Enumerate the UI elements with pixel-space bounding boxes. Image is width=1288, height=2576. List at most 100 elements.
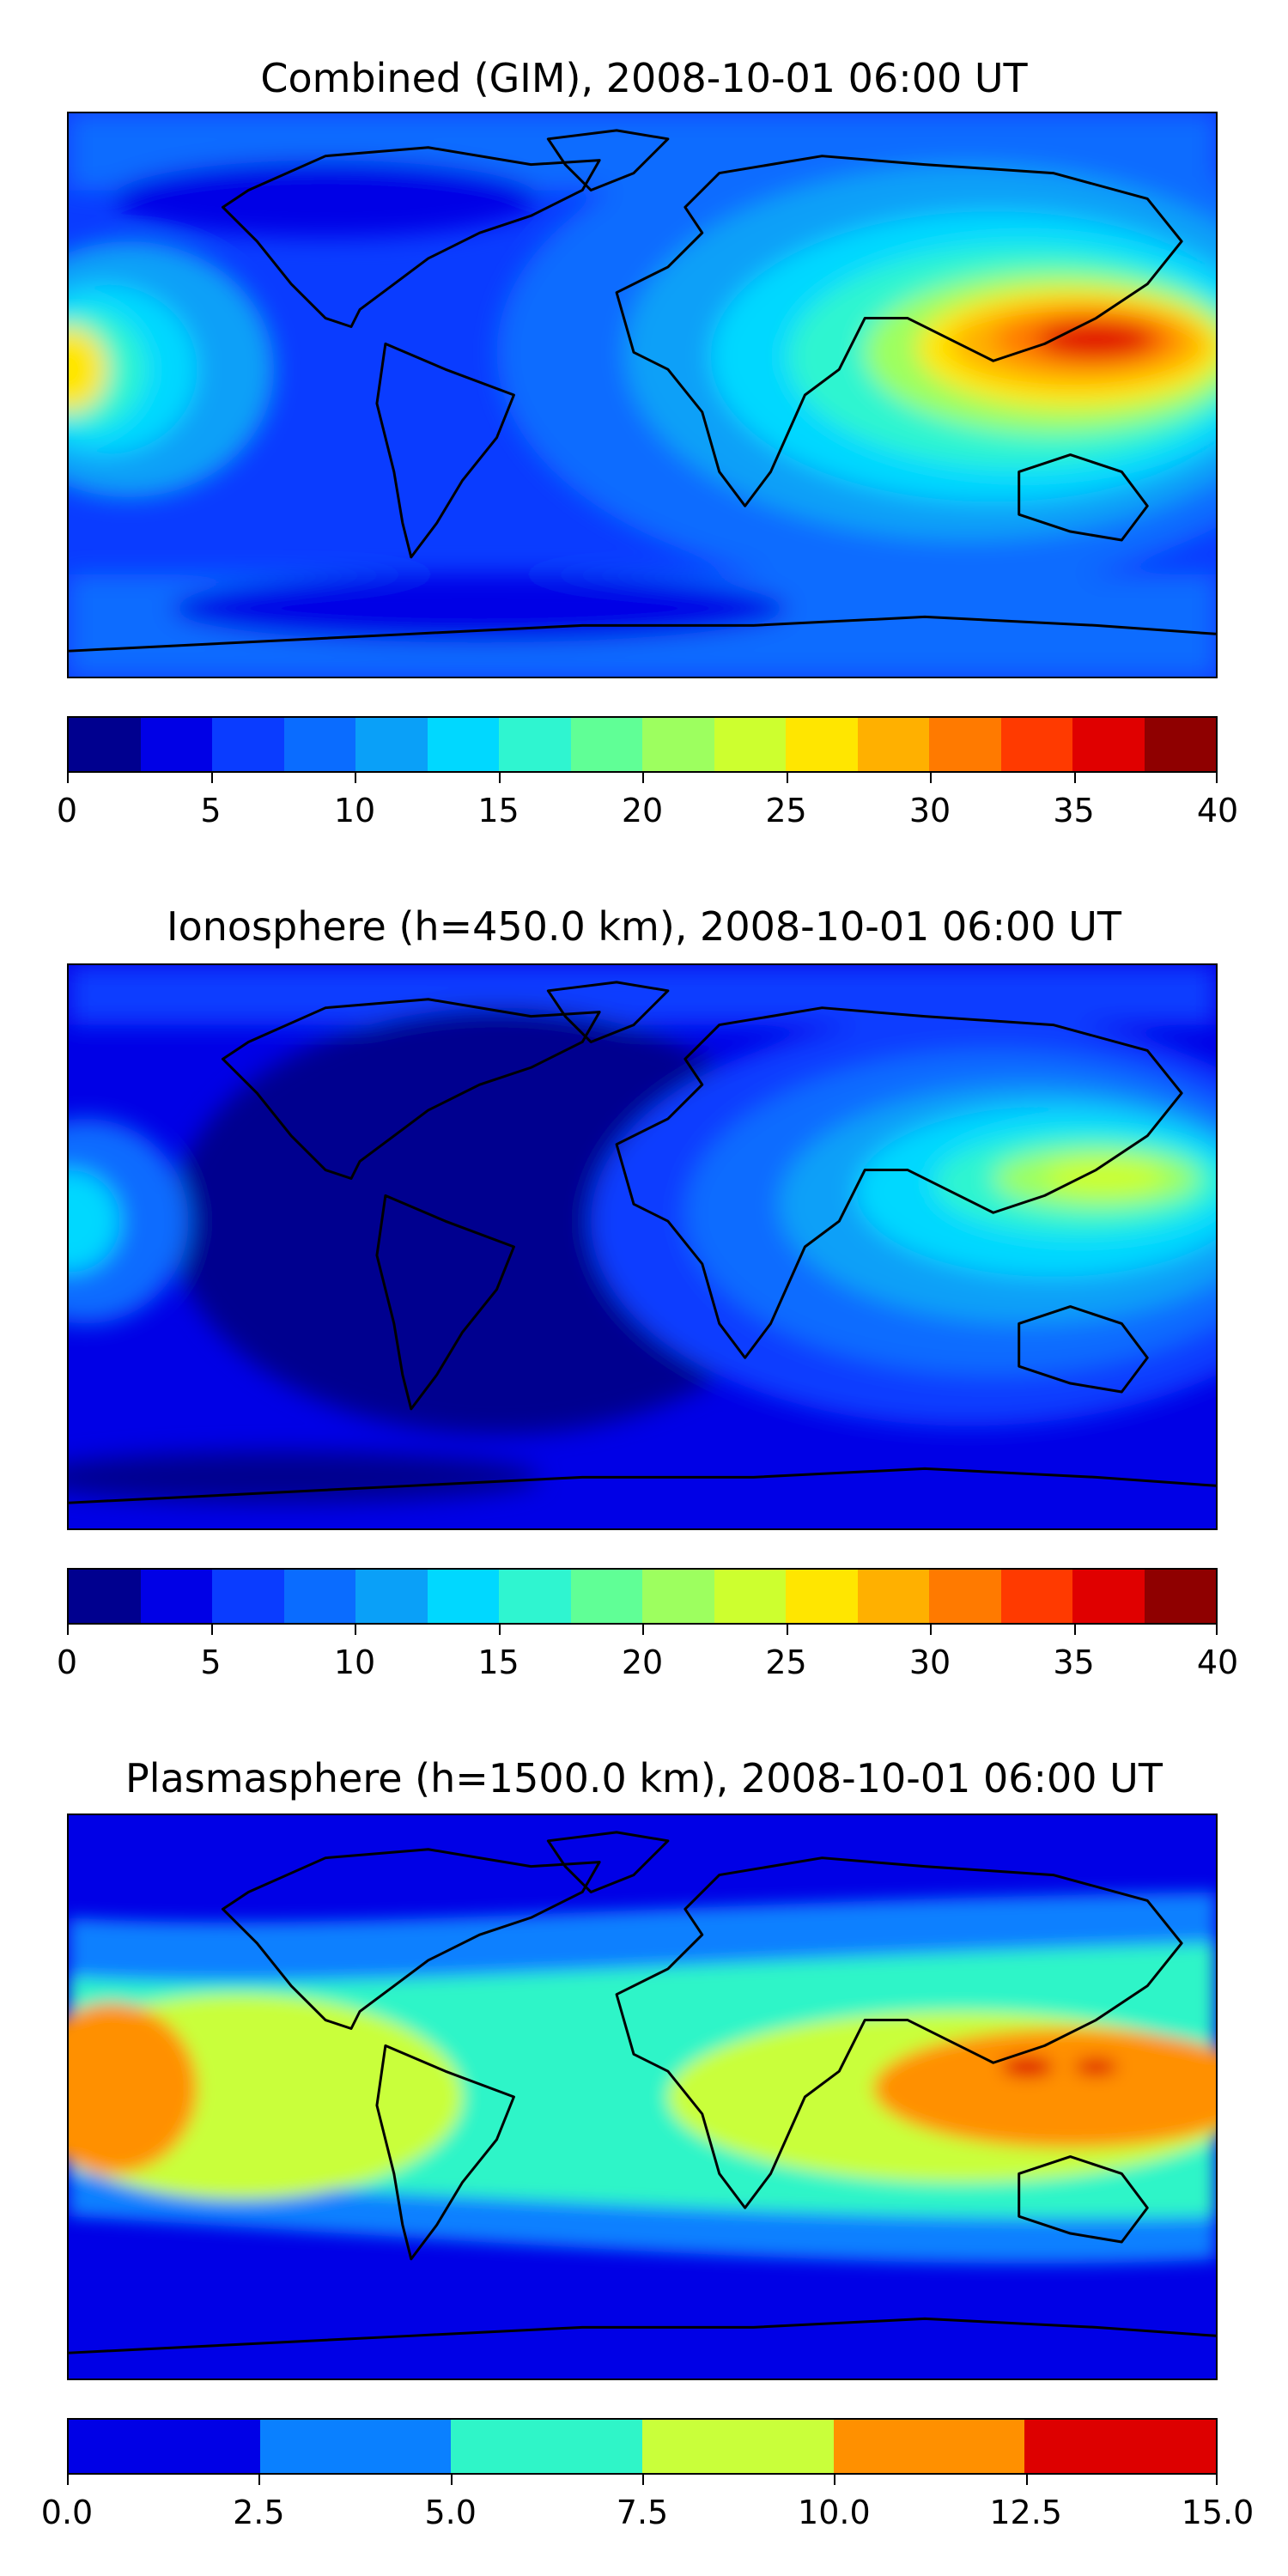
colorbar-segment — [140, 1570, 212, 1623]
panel-3-colorbar-ticks: 0.0 2.5 5.0 7.5 10.0 12.5 15.0 — [41, 2475, 1254, 2531]
colorbar-tick-label: 25 — [765, 1643, 807, 1681]
colorbar-tick — [1216, 1625, 1218, 1635]
colorbar-tick — [67, 2475, 69, 2485]
colorbar-tick — [1025, 2475, 1028, 2485]
colorbar-segment — [570, 1570, 642, 1623]
colorbar-segment — [857, 1570, 929, 1623]
colorbar-tick-label: 10 — [333, 1643, 376, 1681]
colorbar-tick — [258, 2475, 261, 2485]
colorbar-tick-label: 40 — [1196, 792, 1239, 829]
colorbar-tick — [67, 773, 69, 783]
colorbar-segment — [929, 1570, 1001, 1623]
colorbar-segment — [427, 1570, 499, 1623]
panel-2-colorbar-ticks: 0 5 10 15 20 25 30 35 40 — [57, 1625, 1238, 1681]
colorbar-tick-label: 7.5 — [616, 2494, 669, 2531]
colorbar-tick-label: 15 — [477, 1643, 519, 1681]
colorbar-segment — [1072, 1570, 1145, 1623]
panel-2-map — [67, 963, 1218, 1530]
colorbar-tick — [642, 773, 644, 783]
colorbar-segment — [355, 1570, 428, 1623]
colorbar-tick-label: 40 — [1196, 1643, 1239, 1681]
colorbar-tick-label: 5.0 — [424, 2494, 477, 2531]
colorbar-segment — [212, 1570, 284, 1623]
colorbar-segment — [857, 718, 929, 771]
colorbar-segment — [1000, 718, 1072, 771]
colorbar-tick — [498, 773, 501, 783]
colorbar-tick — [834, 2475, 836, 2485]
colorbar-segment — [833, 2420, 1025, 2473]
colorbar-tick-label: 5 — [200, 792, 222, 829]
colorbar-tick — [67, 1625, 69, 1635]
colorbar-segment — [714, 1570, 786, 1623]
colorbar-tick-label: 0.0 — [40, 2494, 94, 2531]
panel-1-colorbar-ticks: 0 5 10 15 20 25 30 35 40 — [57, 773, 1238, 829]
colorbar-tick-label: 30 — [908, 792, 951, 829]
colorbar-segment — [929, 718, 1001, 771]
colorbar-tick-label: 12.5 — [989, 2494, 1062, 2531]
colorbar-tick — [210, 1625, 213, 1635]
colorbar-tick-label: 10.0 — [798, 2494, 871, 2531]
colorbar-segment — [642, 2420, 834, 2473]
colorbar-segment — [259, 2420, 452, 2473]
panel-1-title: Combined (GIM), 2008-10-01 06:00 UT — [260, 55, 1028, 101]
colorbar-tick-label: 25 — [765, 792, 807, 829]
colorbar-tick — [1073, 773, 1076, 783]
panel-1-map — [67, 112, 1218, 678]
colorbar-tick — [930, 1625, 932, 1635]
colorbar-tick-label: 30 — [908, 1643, 951, 1681]
colorbar-segment — [69, 718, 141, 771]
colorbar-segment — [786, 718, 858, 771]
colorbar-segment — [69, 2420, 260, 2473]
panel-3-map — [67, 1814, 1218, 2380]
panel-2-title: Ionosphere (h=450.0 km), 2008-10-01 06:0… — [167, 903, 1121, 950]
colorbar-tick — [930, 773, 932, 783]
colorbar-tick — [210, 773, 213, 783]
colorbar-segment — [140, 718, 212, 771]
panel-3-colorbar — [67, 2418, 1218, 2475]
colorbar-tick-label: 35 — [1053, 792, 1095, 829]
colorbar-tick — [355, 773, 356, 783]
colorbar-segment — [1144, 718, 1216, 771]
colorbar-segment — [1072, 718, 1145, 771]
colorbar-segment — [69, 1570, 141, 1623]
colorbar-tick-label: 15 — [477, 792, 519, 829]
panel-1-colorbar — [67, 716, 1218, 773]
panel-3-title: Plasmasphere (h=1500.0 km), 2008-10-01 0… — [125, 1755, 1163, 1801]
colorbar-tick-label: 15.0 — [1181, 2494, 1255, 2531]
colorbar-segment — [786, 1570, 858, 1623]
colorbar-segment — [1144, 1570, 1216, 1623]
colorbar-tick-label: 35 — [1053, 1643, 1095, 1681]
colorbar-segment — [1000, 1570, 1072, 1623]
panel-2-colorbar — [67, 1568, 1218, 1625]
colorbar-tick-label: 20 — [621, 792, 664, 829]
colorbar-tick-label: 2.5 — [233, 2494, 285, 2531]
colorbar-segment — [451, 2420, 643, 2473]
colorbar-tick-label: 0 — [56, 792, 78, 829]
colorbar-segment — [642, 1570, 714, 1623]
colorbar-segment — [427, 718, 499, 771]
colorbar-segment — [570, 718, 642, 771]
colorbar-tick — [355, 1625, 356, 1635]
colorbar-tick-label: 0 — [56, 1643, 78, 1681]
colorbar-tick — [642, 1625, 644, 1635]
colorbar-segment — [714, 718, 786, 771]
colorbar-tick — [450, 2475, 453, 2485]
colorbar-segment — [499, 1570, 571, 1623]
colorbar-segment — [283, 1570, 355, 1623]
colorbar-tick — [498, 1625, 501, 1635]
colorbar-segment — [642, 718, 714, 771]
colorbar-tick — [1073, 1625, 1076, 1635]
colorbar-segment — [355, 718, 428, 771]
colorbar-segment — [212, 718, 284, 771]
colorbar-tick — [1216, 773, 1218, 783]
colorbar-tick-label: 10 — [333, 792, 376, 829]
colorbar-tick — [642, 2475, 644, 2485]
colorbar-tick-label: 20 — [621, 1643, 664, 1681]
colorbar-segment — [499, 718, 571, 771]
colorbar-segment — [283, 718, 355, 771]
colorbar-tick — [786, 773, 788, 783]
colorbar-tick — [1216, 2475, 1218, 2485]
colorbar-tick-label: 5 — [200, 1643, 222, 1681]
colorbar-tick — [786, 1625, 788, 1635]
colorbar-segment — [1024, 2420, 1217, 2473]
